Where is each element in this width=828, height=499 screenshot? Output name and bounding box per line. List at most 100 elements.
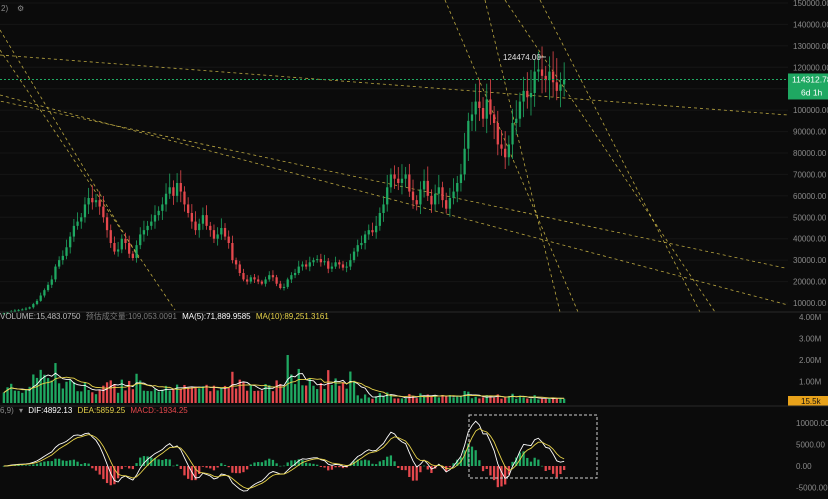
candle-body (555, 82, 558, 91)
volume-bar (24, 389, 28, 403)
macd-bar (87, 463, 90, 466)
chevron-down-icon[interactable]: ▾ (19, 406, 24, 415)
candle-body (35, 300, 39, 305)
volume-bar (116, 392, 120, 403)
macd-bar (559, 466, 562, 475)
macd-bar (139, 457, 142, 466)
macd-bar (175, 464, 179, 466)
candle-body (470, 114, 474, 121)
volume-bar (386, 392, 389, 403)
candle-body (17, 309, 20, 311)
macd-bar (183, 466, 186, 476)
volume-ma5: MA(5):71,889.9585 (182, 312, 251, 321)
candle-body (153, 215, 157, 222)
candle-body (91, 198, 94, 203)
volume-bar (35, 377, 39, 403)
macd-bar (327, 466, 330, 471)
candle-body (268, 275, 271, 280)
volume-bar (13, 390, 17, 403)
candle-body (433, 193, 437, 205)
price-tick: 30000.00 (793, 256, 827, 265)
macd-bar (17, 465, 20, 466)
candle-body (308, 262, 311, 267)
volume-bar (312, 385, 315, 403)
volume-bar (194, 386, 197, 403)
price-axis: 150000.00140000.00130000.00120000.001100… (793, 0, 828, 308)
grid-lines (0, 2, 788, 304)
candle-body (179, 183, 182, 192)
volume-bar (131, 389, 135, 403)
volume-bar (338, 385, 341, 403)
volume-bar (323, 388, 326, 403)
candle-body (492, 114, 496, 123)
macd-bar (426, 466, 429, 470)
dif-line (3, 420, 565, 492)
volume-estimate: 预估成交量:109,053.0091 (85, 312, 177, 321)
macd-bar (489, 466, 492, 476)
macd-dea: DEA:5859.25 (77, 406, 126, 415)
price-tick: 50000.00 (793, 213, 827, 222)
volume-bar (485, 395, 488, 403)
candle-body (113, 243, 116, 252)
macd-bar (282, 465, 286, 467)
volume-bar (209, 391, 212, 403)
candle-body (559, 84, 562, 91)
candle-body (363, 234, 367, 243)
candle-body (105, 217, 109, 231)
volume-bar (80, 391, 83, 403)
volume-bar (522, 397, 525, 403)
macd-bar (504, 466, 507, 485)
candle-body (323, 261, 326, 263)
macd-bar (231, 466, 234, 473)
volume-bar (341, 382, 345, 403)
candle-body (43, 290, 46, 296)
macd-bar (24, 465, 28, 466)
macd-bar (515, 457, 518, 466)
macd-bar (363, 459, 367, 466)
selection-box[interactable] (468, 414, 598, 479)
volume-bars (2, 355, 566, 403)
macd-bar (220, 463, 223, 466)
volume-bar (17, 390, 20, 403)
volume-bar (139, 380, 142, 403)
macd-bar (419, 466, 422, 473)
macd-bar (135, 463, 138, 466)
peak-price-label: 124474.00 (503, 53, 541, 62)
candle-body (478, 101, 481, 108)
candle-body (72, 225, 76, 237)
candle-body (198, 223, 201, 231)
candle-body (330, 266, 334, 269)
macd-bar (422, 465, 426, 467)
volume-bar (61, 388, 64, 403)
volume-bar (113, 384, 116, 403)
candle-body (319, 259, 323, 263)
gear-icon[interactable]: ⚙ (17, 4, 24, 13)
candle-body (456, 183, 459, 192)
candle-body (242, 273, 245, 280)
candle-body (120, 238, 123, 250)
volume-bar (496, 394, 499, 403)
volume-bar (10, 383, 13, 403)
macd-bar (496, 466, 499, 488)
macd-bar (555, 466, 558, 478)
macd-bar (161, 460, 164, 466)
candle-body (87, 198, 90, 205)
macd-bar (187, 466, 190, 479)
trend-line (0, 54, 789, 116)
macd-bar (474, 450, 477, 466)
macd-bar (304, 462, 308, 466)
candle-body (157, 210, 160, 216)
dea-line (3, 428, 565, 490)
candle-body (408, 174, 411, 192)
volume-bar (28, 386, 31, 403)
volume-ma10: MA(10):89,251.3161 (255, 312, 329, 321)
candle-body (260, 281, 264, 284)
candle-body (286, 279, 289, 287)
volume-bar (293, 384, 297, 403)
candle-body (116, 249, 120, 252)
macd-bar (128, 466, 131, 469)
candle-body (275, 277, 278, 284)
volume-bar (389, 395, 393, 403)
